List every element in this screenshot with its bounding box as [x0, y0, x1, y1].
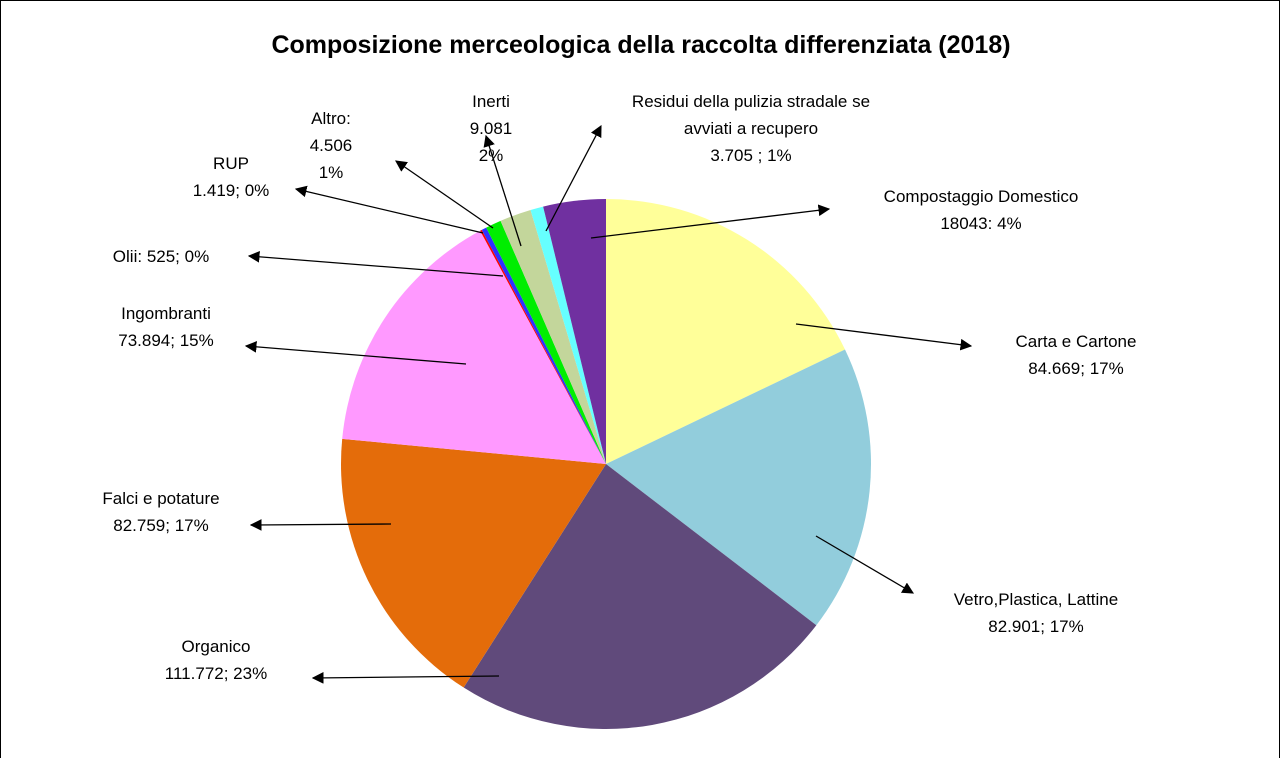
- value-label: 525; 0%: [146, 247, 210, 266]
- value-label: 111.772; 23%: [164, 664, 268, 683]
- slice-label: Carta e Cartone 84.669; 17%: [956, 328, 1196, 382]
- leader-arrow: [483, 134, 522, 247]
- value-label: 84.669; 17%: [1028, 359, 1124, 378]
- value-label: 3.705 ; 1%: [710, 146, 792, 165]
- slice-label: RUP 1.419; 0%: [156, 150, 306, 204]
- pie-slice: [341, 438, 606, 688]
- pie-slice: [606, 349, 871, 626]
- leader-arrow: [311, 672, 500, 684]
- category-label: Inerti: [472, 92, 510, 111]
- slice-label: Falci e potature 82.759; 17%: [61, 485, 261, 539]
- leader-arrow: [795, 323, 973, 351]
- slice-label: Inerti 9.081 2%: [456, 88, 526, 169]
- leader-arrow: [395, 160, 494, 229]
- pie-slice: [463, 464, 817, 729]
- value-label: 82.901; 17%: [988, 617, 1084, 636]
- pie-slice: [480, 229, 606, 464]
- value-label: 9.081 2%: [469, 119, 513, 165]
- slice-label: Compostaggio Domestico 18043: 4%: [861, 183, 1101, 237]
- leader-arrow: [244, 341, 467, 365]
- slice-label: Ingombranti 73.894; 15%: [66, 300, 266, 354]
- slice-label: Altro: 4.506 1%: [296, 105, 366, 186]
- category-label: Residui della pulizia stradale se avviat…: [631, 92, 871, 138]
- slice-label: Organico 111.772; 23%: [116, 633, 316, 687]
- pie-slice: [342, 230, 606, 464]
- pie-slice: [530, 206, 606, 465]
- category-label: Ingombranti: [121, 304, 211, 323]
- slice-label: Residui della pulizia stradale se avviat…: [621, 88, 881, 169]
- pie-slice: [543, 199, 606, 464]
- category-label: Organico: [181, 637, 251, 656]
- chart-title: Composizione merceologica della raccolta…: [271, 31, 1011, 59]
- leader-arrow: [247, 250, 504, 277]
- leader-arrow: [249, 519, 392, 531]
- category-label: Altro:: [311, 109, 351, 128]
- category-label: Falci e potature: [102, 489, 220, 508]
- pie-slice: [481, 227, 606, 464]
- leader-arrow: [294, 185, 484, 234]
- value-label: 82.759; 17%: [113, 516, 209, 535]
- leader-arrow: [815, 535, 915, 594]
- leader-arrow: [545, 124, 602, 232]
- category-label: Compostaggio Domestico: [883, 187, 1079, 206]
- value-label: 4.506 1%: [309, 136, 353, 182]
- category-label: Carta e Cartone: [1015, 332, 1137, 351]
- category-label: RUP: [213, 154, 249, 173]
- category-label: Olii:: [112, 247, 143, 266]
- leader-arrow: [590, 204, 831, 239]
- slice-label: Vetro,Plastica, Lattine 82.901; 17%: [906, 586, 1166, 640]
- slice-label: Olii: 525; 0%: [61, 243, 261, 270]
- pie-slice: [606, 199, 845, 464]
- pie-slice: [486, 220, 606, 464]
- value-label: 1.419; 0%: [192, 181, 270, 200]
- value-label: 73.894; 15%: [118, 331, 214, 350]
- value-label: 18043: 4%: [940, 214, 1022, 233]
- category-label: Vetro,Plastica, Lattine: [953, 590, 1119, 609]
- pie-slice: [500, 209, 606, 464]
